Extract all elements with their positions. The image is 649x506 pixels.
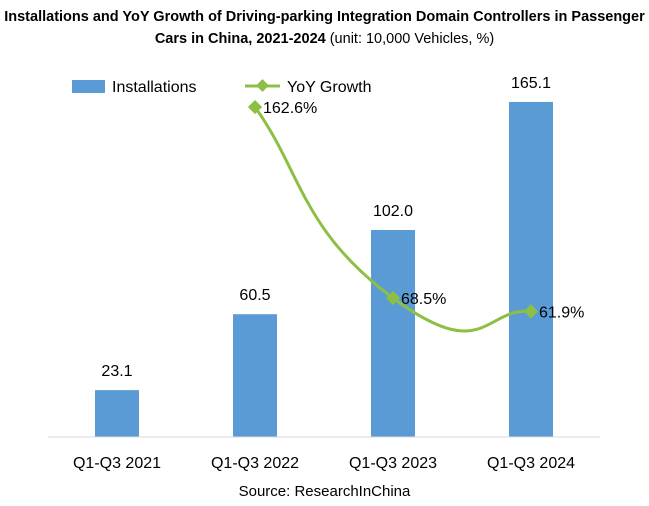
bar [371, 230, 415, 437]
x-tick-label: Q1-Q3 2021 [73, 455, 161, 472]
bar-data-label: 60.5 [239, 287, 270, 304]
title-unit: (unit: 10,000 Vehicles, %) [325, 31, 495, 47]
line-data-label: 162.6% [263, 100, 317, 117]
bar-data-label: 165.1 [511, 75, 551, 92]
line-data-label: 61.9% [539, 304, 584, 321]
bar-data-label: 23.1 [101, 363, 132, 380]
line-marker [523, 304, 539, 319]
x-tick-label: Q1-Q3 2022 [211, 455, 299, 472]
x-tick-label: Q1-Q3 2024 [487, 455, 575, 472]
x-tick-label: Q1-Q3 2023 [349, 455, 437, 472]
bar [233, 314, 277, 437]
line-data-label: 68.5% [401, 291, 446, 308]
bar [95, 390, 139, 437]
legend-swatch-installations [72, 80, 105, 93]
legend-swatch-yoy-marker [256, 79, 269, 92]
source-note: Source: ResearchInChina [238, 483, 411, 500]
title-main: Installations and YoY Growth of Driving-… [4, 9, 645, 47]
legend-label-yoy: YoY Growth [287, 79, 372, 96]
line-marker [385, 290, 401, 306]
legend-label-installations: Installations [112, 79, 197, 96]
bar [509, 101, 553, 437]
bar-data-label: 102.0 [373, 203, 413, 220]
chart-title: Installations and YoY Growth of Driving-… [0, 6, 649, 50]
